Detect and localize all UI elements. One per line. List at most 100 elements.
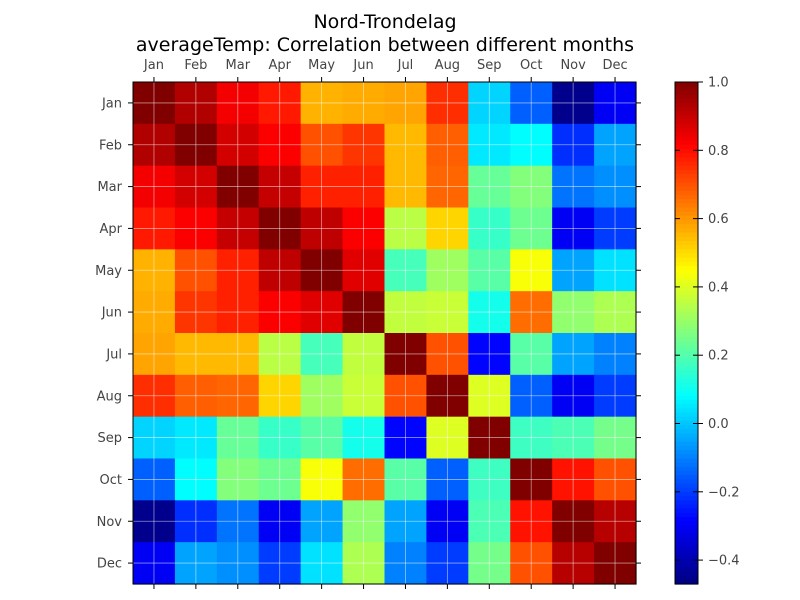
y-tick-label-Jul: Jul [105,347,122,362]
colorbar-segment [675,119,698,125]
colorbar-segment [675,425,698,430]
colorbar-segment [675,487,698,493]
colorbar-segment [675,533,698,539]
y-tick-label-Apr: Apr [100,222,123,237]
y-tick-label-Dec: Dec [97,557,122,572]
colorbar-segment [675,190,698,196]
y-tick-label-Oct: Oct [100,473,122,488]
colorbar-segment [675,169,698,175]
colorbar-segment [675,286,698,292]
colorbar-segment [675,374,698,380]
colorbar-segment [675,525,698,531]
heatmap-cells [133,82,637,585]
colorbar-segment [675,433,698,439]
colorbar-segment [675,299,698,305]
colorbar-tick-label: 0.4 [708,280,729,295]
colorbar-segment [675,517,698,522]
colorbar-segment [675,500,698,506]
colorbar-segment [675,466,698,472]
heatmap-grid [133,82,636,584]
x-tick-label-Mar: Mar [226,58,251,73]
colorbar-segment [675,111,698,117]
colorbar-segment [675,303,698,309]
colorbar-tick-label: 1.0 [708,76,729,91]
colorbar-segment [675,567,698,573]
colorbar-segment [675,416,698,422]
x-tick-labels: Jan Feb Mar Apr May Jun Jul Aug Sep Oct Nov Dec [143,58,628,73]
colorbar-segment [675,161,698,167]
colorbar-segment [675,475,698,481]
chart-title: Nord-Trondelag [313,11,456,33]
colorbar-segment [675,391,698,397]
colorbar-segment [675,274,698,280]
colorbar-segment [675,504,698,510]
colorbar-segment [675,324,698,330]
colorbar-segment [675,512,698,518]
colorbar-segment [675,224,698,230]
colorbar-segment [675,521,698,527]
colorbar-segment [675,420,698,426]
colorbar-segment [675,399,698,405]
colorbar-segment [675,404,698,409]
colorbar-segment [675,362,698,368]
colorbar-segment [675,454,698,460]
colorbar-segment [675,194,698,200]
colorbar-segment [675,379,698,384]
colorbar-segment [675,462,698,468]
colorbar-segment [675,491,698,497]
colorbar-segment [675,408,698,414]
colorbar-segment [675,445,698,451]
colorbar-segment [675,115,698,121]
colorbar-segment [675,82,698,87]
colorbar-segment [675,257,698,263]
y-tick-label-May: May [95,264,122,279]
colorbar-segment [675,240,698,246]
colorbar-segment [675,136,698,142]
colorbar-segment [675,571,698,577]
colorbar-segment [675,337,698,342]
x-tick-label-Feb: Feb [184,58,207,73]
colorbar-segment [675,174,698,179]
colorbar-segment [675,483,698,489]
colorbar-segment [675,102,698,108]
x-tick-label-May: May [308,58,335,73]
colorbar-segment [675,349,698,355]
colorbar-segment [675,132,698,137]
colorbar-segment [675,345,698,351]
colorbar-segment [675,148,698,154]
colorbar-segment [675,579,698,585]
colorbar-segment [675,128,698,133]
colorbar-segment [675,307,698,313]
colorbar-segment [675,370,698,376]
colorbar-segment [675,228,698,234]
colorbar-segment [675,261,698,267]
colorbar-segment [675,186,698,192]
y-tick-label-Feb: Feb [99,138,122,153]
y-tick-labels: Jan Feb Mar Apr May Jun Jul Aug Sep Oct Nov Dec [95,96,123,571]
colorbar-segment [675,232,698,238]
y-tick-label-Jan: Jan [101,96,122,111]
colorbar-segment [675,291,698,296]
colorbar-segment [675,333,698,338]
y-tick-label-Aug: Aug [97,389,122,404]
x-tick-label-Jan: Jan [143,58,164,73]
colorbar-segment [675,270,698,276]
colorbar-segment [675,245,698,250]
colorbar-segment [675,558,698,564]
y-tick-label-Nov: Nov [97,515,123,530]
colorbar-segment [675,387,698,393]
colorbar-segment [675,94,698,100]
y-tick-label-Mar: Mar [97,180,122,195]
colorbar-segment [675,412,698,418]
colorbar-segment [675,253,698,259]
colorbar-segment [675,295,698,301]
colorbar-tick-label: −0.4 [708,554,740,569]
colorbar-segment [675,157,698,163]
x-tick-label-Aug: Aug [435,58,460,73]
colorbar-segment [675,199,698,204]
colorbar-tick-label: −0.2 [708,485,740,500]
colorbar-segment [675,529,698,535]
colorbar-segment [675,144,698,150]
colorbar-segment [675,437,698,443]
